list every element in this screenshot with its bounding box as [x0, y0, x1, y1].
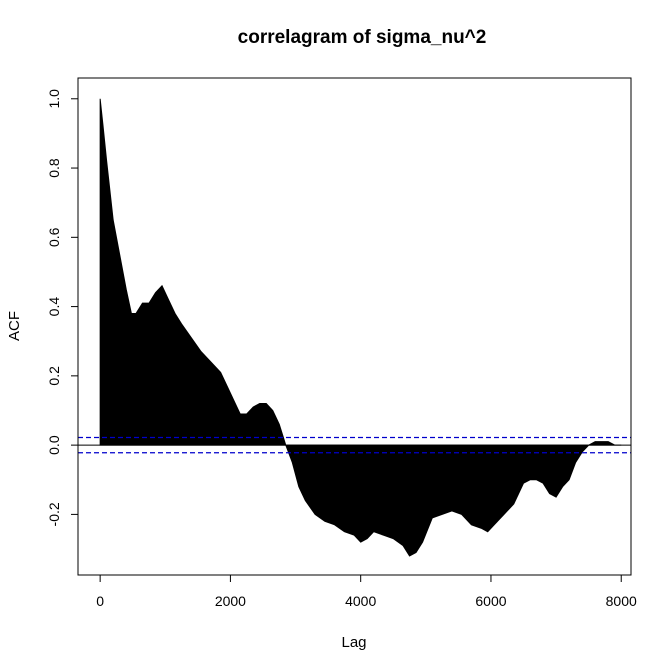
acf-spikes — [99, 98, 622, 557]
x-tick-label: 4000 — [345, 593, 376, 609]
x-tick-label: 2000 — [215, 593, 246, 609]
chart-title: correlagram of sigma_nu^2 — [238, 27, 487, 48]
y-tick-label: 0.6 — [46, 227, 62, 247]
y-axis-label: ACF — [6, 311, 23, 341]
x-tick-label: 0 — [96, 593, 104, 609]
y-tick-label: 0.0 — [46, 435, 62, 455]
plot-area — [78, 98, 631, 557]
y-tick-label: 0.4 — [46, 297, 62, 317]
x-tick-label: 8000 — [606, 593, 637, 609]
y-tick-label: -0.2 — [46, 502, 62, 526]
x-axis-label: Lag — [341, 634, 366, 651]
y-tick-label: 1.0 — [46, 89, 62, 109]
y-tick-label: 0.8 — [46, 158, 62, 178]
y-axis: -0.2 0.0 0.2 0.4 0.6 0.8 1.0 — [46, 89, 79, 526]
x-axis: 0 2000 4000 6000 8000 — [96, 574, 637, 609]
y-tick-label: 0.2 — [46, 366, 62, 386]
x-tick-label: 6000 — [475, 593, 506, 609]
